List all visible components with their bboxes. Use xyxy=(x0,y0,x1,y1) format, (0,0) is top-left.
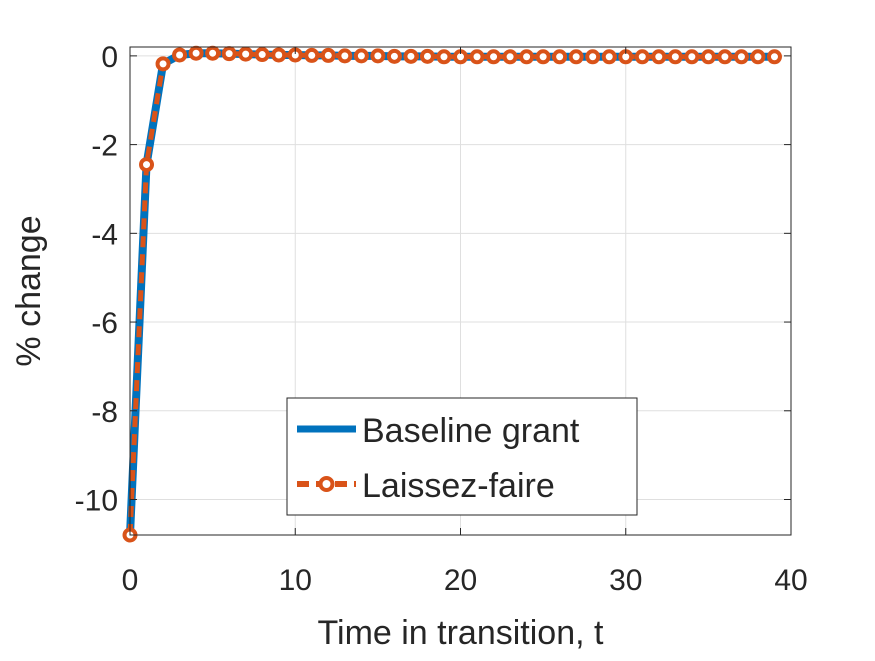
data-point-laissez-faire xyxy=(436,49,452,65)
data-point-laissez-faire xyxy=(634,49,650,65)
series-line-laissez-faire xyxy=(127,50,775,536)
legend-marker-laissez-faire xyxy=(318,476,335,492)
data-point-laissez-faire xyxy=(651,49,667,65)
data-point-laissez-faire xyxy=(766,49,782,65)
y-axis-label: % change xyxy=(10,215,48,366)
legend-label-baseline: Baseline grant xyxy=(362,412,580,450)
data-point-laissez-faire xyxy=(172,47,188,63)
data-point-laissez-faire xyxy=(519,49,535,65)
data-point-laissez-faire xyxy=(221,46,237,62)
y-tick-label: -4 xyxy=(91,218,118,251)
data-point-laissez-faire xyxy=(188,45,204,61)
legend: Baseline grant Laissez-faire xyxy=(286,397,638,516)
data-point-laissez-faire xyxy=(535,49,551,65)
data-point-laissez-faire xyxy=(139,157,155,173)
data-point-laissez-faire xyxy=(601,49,617,65)
data-point-laissez-faire xyxy=(585,49,601,65)
data-point-laissez-faire xyxy=(155,56,171,72)
data-point-laissez-faire xyxy=(403,48,419,64)
data-point-laissez-faire xyxy=(552,49,568,65)
x-tick-label: 10 xyxy=(279,564,312,597)
data-point-laissez-faire xyxy=(370,48,386,64)
data-point-laissez-faire xyxy=(469,49,485,65)
x-tick-label: 20 xyxy=(444,564,477,597)
data-point-laissez-faire xyxy=(486,49,502,65)
y-tick-label: -8 xyxy=(91,396,118,429)
data-point-laissez-faire xyxy=(700,49,716,65)
data-point-laissez-faire xyxy=(419,48,435,64)
data-point-laissez-faire xyxy=(238,46,254,62)
data-point-laissez-faire xyxy=(304,47,320,63)
data-point-laissez-faire xyxy=(353,48,369,64)
series-layer xyxy=(122,45,782,543)
data-point-laissez-faire xyxy=(320,47,336,63)
data-point-laissez-faire xyxy=(667,49,683,65)
x-tick-label: 30 xyxy=(609,564,642,597)
axis-ticks: 0 10 20 30 40 0 -2 -4 -6 -8 -10 xyxy=(75,41,808,597)
x-axis-label: Time in transition, t xyxy=(318,614,604,652)
data-point-laissez-faire xyxy=(502,49,518,65)
y-tick-label: 0 xyxy=(101,41,118,74)
data-point-laissez-faire xyxy=(684,49,700,65)
x-tick-label: 40 xyxy=(774,564,807,597)
data-point-laissez-faire xyxy=(568,49,584,65)
data-point-laissez-faire xyxy=(337,48,353,64)
y-tick-label: -6 xyxy=(91,307,118,340)
data-point-laissez-faire xyxy=(717,49,733,65)
legend-label-laissez-faire: Laissez-faire xyxy=(362,467,555,505)
data-point-laissez-faire xyxy=(271,47,287,63)
data-point-laissez-faire xyxy=(733,49,749,65)
data-point-laissez-faire xyxy=(386,48,402,64)
y-tick-label: -2 xyxy=(91,130,118,163)
x-tick-label: 0 xyxy=(122,564,139,597)
data-point-laissez-faire xyxy=(750,49,766,65)
data-point-laissez-faire xyxy=(254,47,270,63)
data-point-laissez-faire xyxy=(205,45,221,61)
y-tick-label: -10 xyxy=(75,485,118,518)
legend-box xyxy=(286,397,638,516)
